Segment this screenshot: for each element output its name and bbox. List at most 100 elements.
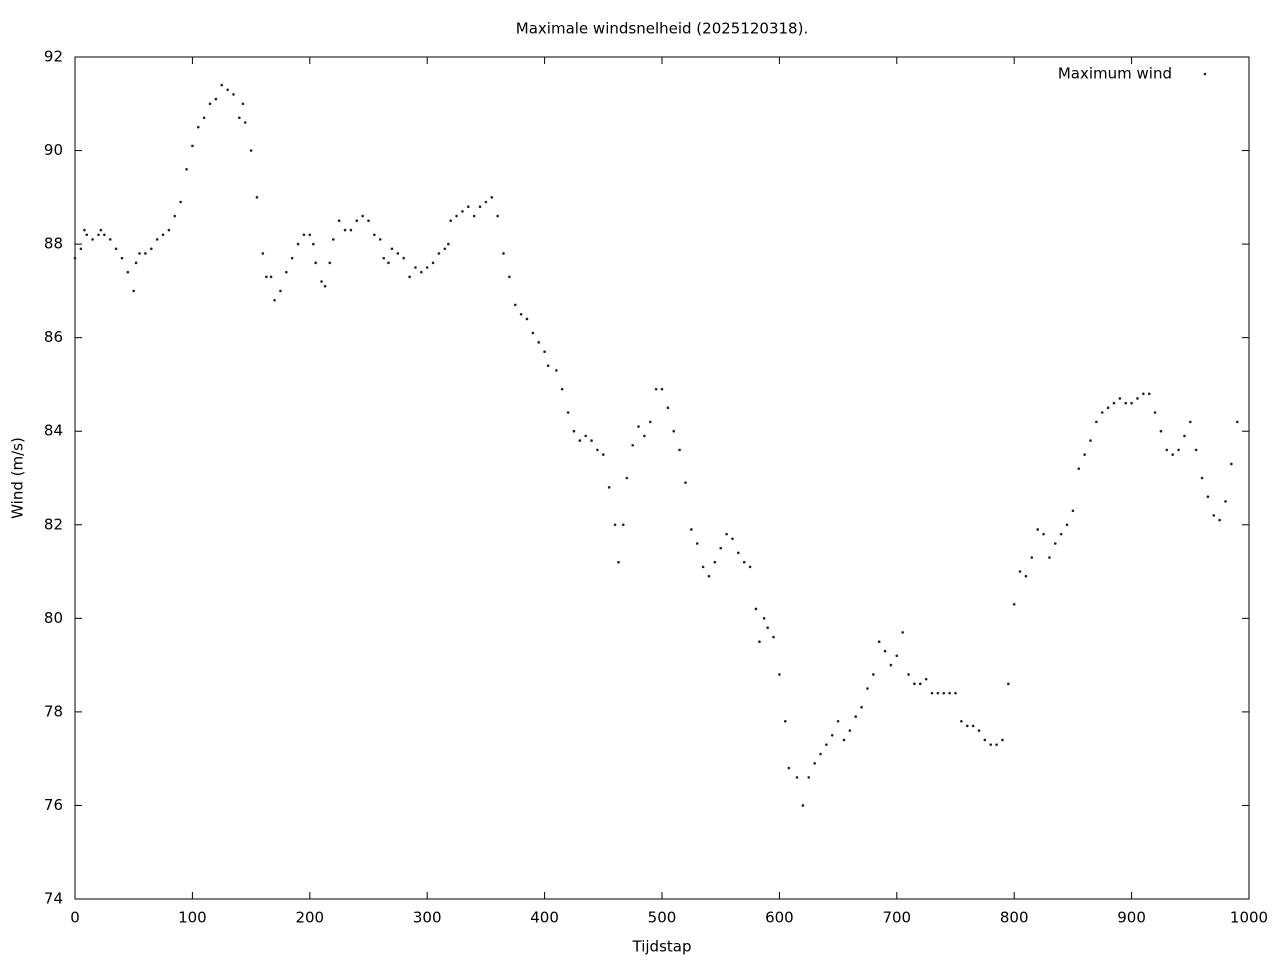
data-point	[1218, 518, 1221, 522]
data-point	[684, 481, 687, 484]
data-point	[455, 214, 458, 218]
data-point	[208, 102, 212, 106]
data-point	[214, 97, 218, 101]
data-point	[1059, 532, 1063, 536]
x-tick-label: 300	[413, 909, 442, 927]
data-point	[560, 387, 564, 391]
data-point	[226, 88, 229, 92]
y-tick-label: 76	[44, 796, 63, 814]
legend-label: Maximum wind	[1058, 65, 1172, 83]
x-tick-label: 200	[295, 909, 324, 927]
data-point	[977, 729, 981, 732]
data-point	[707, 574, 711, 578]
data-point	[1112, 401, 1116, 405]
data-point	[265, 275, 268, 279]
data-point	[613, 523, 617, 527]
data-point	[261, 252, 265, 255]
data-point	[1189, 420, 1192, 424]
data-point	[83, 228, 86, 232]
data-point	[1083, 453, 1086, 456]
data-point	[502, 252, 505, 255]
data-point	[543, 350, 546, 354]
data-point	[167, 228, 171, 232]
y-tick-label: 80	[44, 609, 63, 627]
data-point	[1130, 401, 1133, 405]
data-point	[1124, 401, 1128, 405]
data-point	[965, 724, 969, 728]
data-point	[99, 228, 103, 232]
data-point	[1153, 411, 1157, 414]
y-tick-label: 92	[44, 48, 63, 66]
data-point	[825, 743, 828, 746]
data-point	[144, 252, 147, 255]
data-point	[748, 565, 752, 569]
data-point	[337, 219, 341, 223]
data-point	[778, 673, 781, 676]
legend-marker	[1203, 72, 1207, 76]
data-point	[1200, 476, 1204, 480]
data-point	[772, 635, 775, 639]
data-point	[308, 233, 312, 237]
data-point	[290, 256, 294, 260]
data-point	[537, 341, 541, 344]
data-point	[807, 776, 811, 779]
data-point	[1001, 738, 1004, 742]
data-point	[960, 719, 963, 723]
data-point	[854, 715, 858, 718]
data-point	[1106, 406, 1110, 410]
data-point	[196, 125, 200, 129]
x-tick-label: 700	[882, 909, 911, 927]
data-point	[1077, 467, 1081, 470]
data-point	[848, 729, 852, 732]
data-point	[666, 406, 670, 410]
data-point	[150, 247, 153, 251]
data-point	[425, 266, 429, 269]
data-point	[1012, 603, 1016, 606]
data-point	[1177, 448, 1180, 452]
data-point	[396, 252, 400, 255]
data-point	[701, 565, 705, 569]
x-tick-label: 900	[1117, 909, 1146, 927]
data-point	[343, 228, 347, 232]
data-point	[918, 682, 922, 686]
data-point	[737, 551, 740, 555]
data-point	[1118, 397, 1122, 400]
data-point	[496, 214, 499, 218]
data-point	[1194, 448, 1198, 452]
data-point	[402, 256, 406, 260]
data-point	[654, 387, 658, 391]
data-point	[173, 214, 177, 218]
data-point	[91, 238, 94, 241]
data-point	[713, 560, 717, 564]
data-point	[546, 364, 550, 368]
data-point	[1024, 574, 1028, 578]
data-point	[1036, 528, 1039, 531]
data-point	[1065, 523, 1069, 527]
y-axis-label: Wind (m/s)	[9, 437, 27, 519]
data-point	[1235, 420, 1239, 424]
data-point	[238, 116, 241, 120]
data-point	[466, 205, 470, 208]
x-tick-label: 600	[765, 909, 794, 927]
data-point	[296, 242, 300, 246]
data-point	[1147, 392, 1151, 396]
data-point	[762, 617, 766, 620]
data-point	[907, 673, 910, 676]
data-point	[232, 93, 235, 96]
data-point	[936, 691, 940, 695]
data-point	[73, 256, 77, 260]
data-point	[602, 453, 605, 456]
data-point	[437, 252, 441, 255]
x-axis-label: Tijdstap	[632, 938, 692, 956]
x-tick-label: 1000	[1230, 909, 1268, 927]
data-point	[420, 270, 423, 274]
y-tick-label: 78	[44, 702, 63, 720]
data-point	[525, 317, 529, 321]
data-point	[578, 439, 582, 442]
data-point	[860, 705, 863, 709]
data-point	[443, 247, 447, 251]
data-point	[930, 691, 934, 695]
data-point	[126, 270, 130, 274]
data-point	[1018, 570, 1022, 573]
